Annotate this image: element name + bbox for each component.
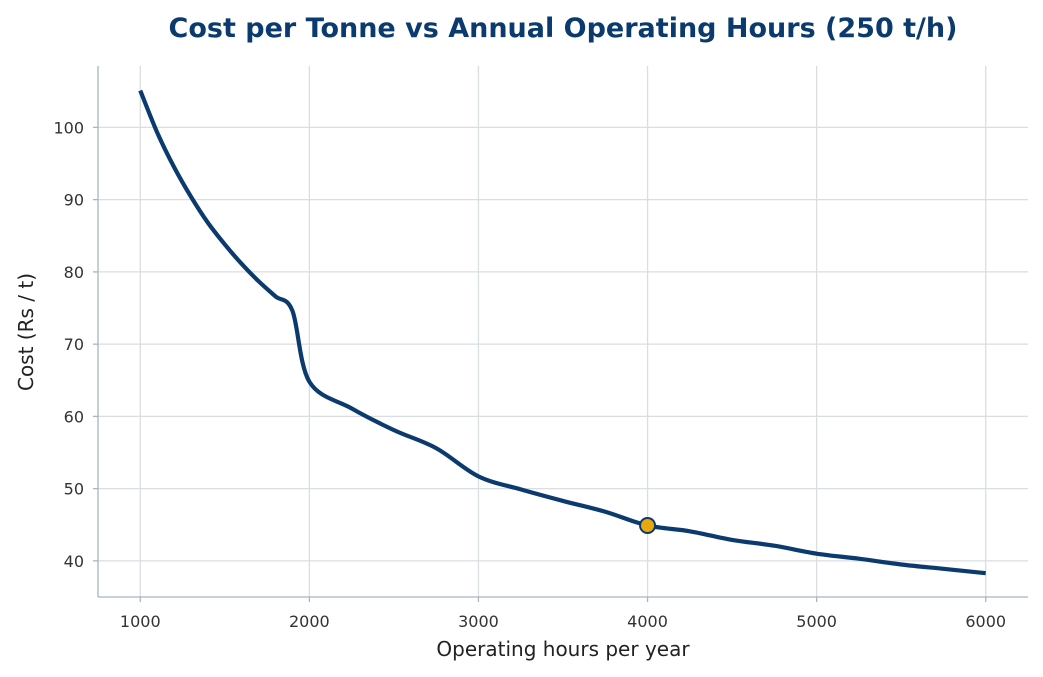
cost-curve-line (138, 89, 986, 576)
grid-layer (98, 66, 1028, 597)
highlight-point-marker (639, 516, 657, 534)
y-tick-label: 40 (64, 552, 84, 571)
chart-title: Cost per Tonne vs Annual Operating Hours… (169, 13, 958, 44)
y-tick-label: 60 (64, 407, 84, 426)
y-tick-label: 50 (64, 480, 84, 499)
x-tick-label: 4000 (627, 612, 668, 631)
y-axis-label: Cost (Rs / t) (14, 273, 38, 391)
y-tick-label: 80 (64, 263, 84, 282)
spine-layer (97, 66, 1028, 598)
x-tick-label: 2000 (289, 612, 330, 631)
x-axis-label: Operating hours per year (436, 637, 690, 661)
x-tick-label: 6000 (965, 612, 1006, 631)
y-tick-label: 100 (53, 118, 84, 137)
marker-layer (639, 516, 657, 534)
x-tick-label: 1000 (120, 612, 161, 631)
x-tick-label: 3000 (458, 612, 499, 631)
x-tick-label: 5000 (796, 612, 837, 631)
tick-layer: 1000 2000 3000 4000 5000 6000 40 50 60 70 80 90 100 (53, 118, 1006, 631)
y-tick-label: 70 (64, 335, 84, 354)
series-layer (138, 89, 986, 576)
y-tick-label: 90 (64, 191, 84, 210)
